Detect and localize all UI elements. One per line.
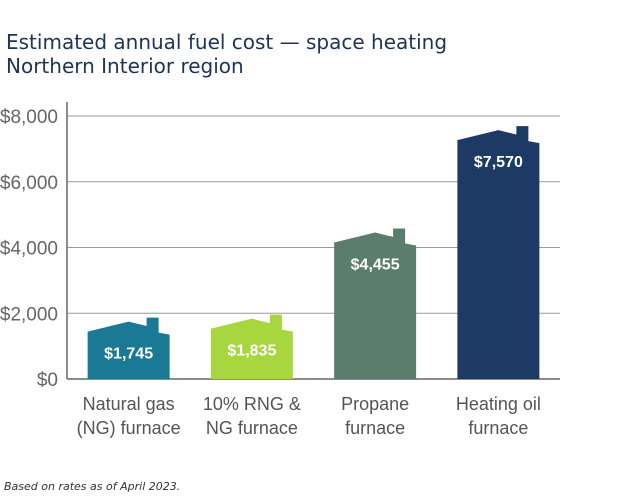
data-label: $4,455 (351, 257, 400, 274)
footnote: Based on rates as of April 2023. (4, 480, 181, 493)
x-tick-label: furnace (468, 418, 528, 438)
data-label: $1,835 (227, 343, 276, 360)
x-tick-label: 10% RNG & (203, 394, 301, 414)
x-tick-label: Natural gas (83, 394, 175, 414)
x-tick-label: Heating oil (456, 394, 541, 414)
chart-title: Estimated annual fuel cost — space heati… (6, 30, 448, 54)
y-tick-label: $6,000 (0, 173, 58, 194)
bar (334, 228, 417, 379)
y-tick-label: $4,000 (0, 239, 58, 260)
y-tick-label: $8,000 (0, 107, 58, 128)
y-tick-label: $2,000 (0, 304, 58, 325)
x-tick-label: NG furnace (206, 418, 298, 438)
data-label: $1,745 (104, 346, 153, 363)
bar (457, 126, 540, 379)
bar (210, 314, 293, 379)
y-tick-label: $0 (37, 370, 58, 391)
x-tick-label: (NG) furnace (77, 418, 181, 438)
x-tick-label: Propane (341, 394, 409, 414)
data-label: $7,570 (474, 154, 523, 171)
bar (87, 317, 170, 379)
chart-title-block: Estimated annual fuel cost — space heati… (6, 30, 447, 78)
chart-subtitle: Northern Interior region (6, 54, 244, 78)
x-tick-label: furnace (345, 418, 405, 438)
